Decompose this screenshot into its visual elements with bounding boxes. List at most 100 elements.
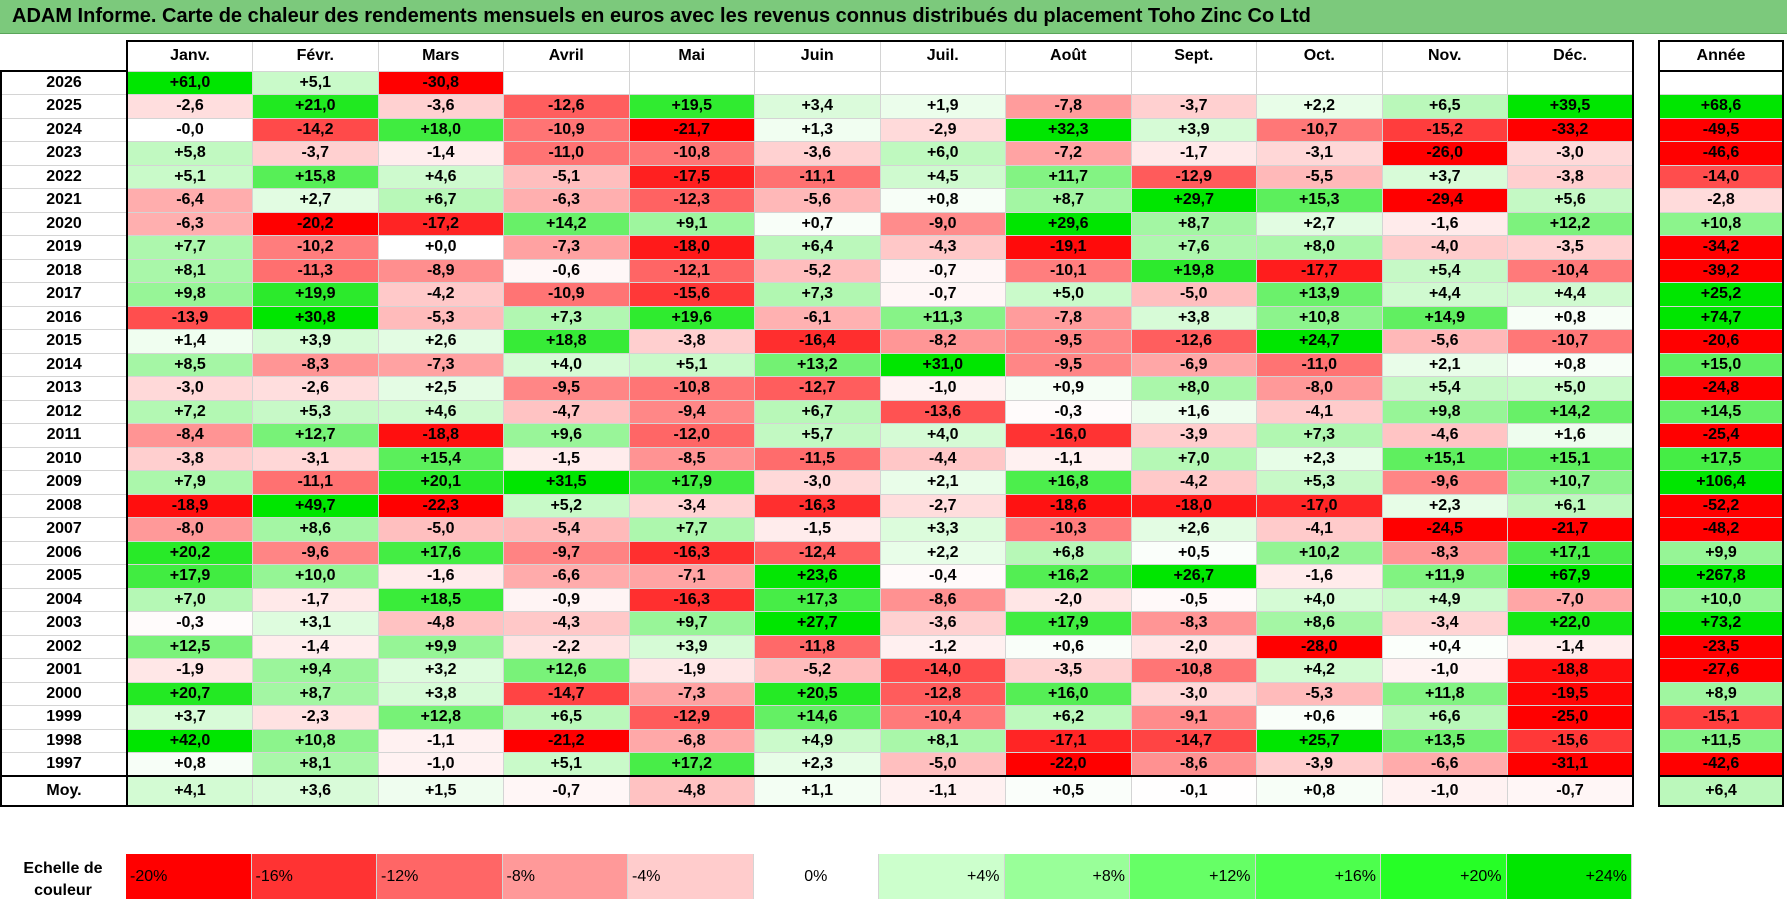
heatmap-cell: -4,3 [503,611,630,636]
annual-cell: +8,9 [1658,681,1784,706]
table-row: 2015 +1,4 +3,9 +2,6 +18,8 -3,8 -16,4 -8,2 -9,5 -1… [0,329,1634,354]
heatmap-cell: -4,2 [377,282,504,307]
annual-row: -2,8 [1658,188,1784,213]
heatmap-cell: -16,4 [754,329,881,354]
annual-cell: +73,2 [1658,611,1784,636]
heatmap-cell: -11,0 [503,141,630,166]
heatmap-cell: -5,6 [754,188,881,213]
heatmap-cell: -7,8 [1005,94,1132,119]
heatmap-cell: -5,0 [1130,282,1257,307]
heatmap-cell: -1,9 [126,658,253,683]
heatmap-cell: +16,2 [1005,564,1132,589]
heatmap-cell: +13,2 [754,352,881,377]
heatmap-cell: +7,0 [126,587,253,612]
color-scale-swatch: +12% [1130,854,1256,899]
heatmap-cell: -3,8 [126,446,253,471]
heatmap-cell: -0,7 [879,282,1006,307]
table-row: 2010 -3,8 -3,1 +15,4 -1,5 -8,5 -11,5 -4,4 -1,1 +7… [0,446,1634,471]
annual-row: -20,6 [1658,329,1784,354]
heatmap-cell: +7,2 [126,399,253,424]
heatmap-cell: +5,8 [126,141,253,166]
heatmap-cell: +0,5 [1130,540,1257,565]
heatmap-cell: +15,1 [1507,446,1634,471]
month-header: Sept. [1130,40,1257,72]
annual-heatmap-table: Année +68,6 -49,5 -46,6 -14,0 -2,8 +10,8 -34,2-… [1658,40,1784,807]
heatmap-cell: -8,0 [126,517,253,542]
heatmap-cell: -0,3 [126,611,253,636]
color-scale: -20% -16% -12% -8% -4% 0% +4% +8% +12% +16% +20% +2… [126,854,1632,899]
year-label: 2026 [0,70,128,95]
heatmap-cell: +11,7 [1005,164,1132,189]
heatmap-cell [503,70,630,95]
heatmap-cell: +5,2 [503,493,630,518]
heatmap-cell [1005,70,1132,95]
heatmap-cell: +3,7 [1381,164,1508,189]
annual-cell: -48,2 [1658,517,1784,542]
heatmap-cell: -6,9 [1130,352,1257,377]
table-row: 2000 +20,7 +8,7 +3,8 -14,7 -7,3 +20,5 -12,8 +16,… [0,681,1634,706]
annual-cell: -46,6 [1658,141,1784,166]
year-label: 2016 [0,305,128,330]
heatmap-cell: -10,9 [503,117,630,142]
annual-cell: +11,5 [1658,728,1784,753]
table-row: 2002 +12,5 -1,4 +9,9 -2,2 +3,9 -11,8 -1,2 +0,6 -2… [0,634,1634,659]
color-scale-swatch: +8% [1004,854,1130,899]
heatmap-cell: -3,1 [252,446,379,471]
average-cell: +1,1 [754,775,881,807]
heatmap-cell: -10,2 [252,235,379,260]
table-row: 1999 +3,7 -2,3 +12,8 +6,5 -12,9 +14,6 -10,4 +6,2… [0,705,1634,730]
heatmap-cell: -1,1 [1005,446,1132,471]
heatmap-cell: -15,6 [628,282,755,307]
heatmap-cell: -1,6 [377,564,504,589]
heatmap-cell: +3,7 [126,705,253,730]
heatmap-cell: +17,6 [377,540,504,565]
year-label: 1999 [0,705,128,730]
heatmap-cell: -3,5 [1005,658,1132,683]
heatmap-cell: -11,3 [252,258,379,283]
heatmap-cell: -7,3 [628,681,755,706]
heatmap-cell: -11,8 [754,634,881,659]
heatmap-cell: +19,8 [1130,258,1257,283]
heatmap-cell: -31,1 [1507,752,1634,777]
year-header: Année [1658,40,1784,72]
heatmap-cell: +17,9 [1005,611,1132,636]
annual-row: -25,4 [1658,423,1784,448]
heatmap-cell: -3,1 [1256,141,1383,166]
heatmap-cell: +5,1 [503,752,630,777]
annual-cell [1658,70,1784,95]
heatmap-cell: -2,2 [503,634,630,659]
heatmap-cell: -1,2 [879,634,1006,659]
annual-row: -48,2 [1658,517,1784,542]
heatmap-cell: -2,6 [126,94,253,119]
heatmap-cell: +8,6 [1256,611,1383,636]
heatmap-cell: -13,6 [879,399,1006,424]
heatmap-cell: +8,7 [1005,188,1132,213]
year-label: 2010 [0,446,128,471]
annual-row: +68,6 [1658,94,1784,119]
heatmap-cell: -3,4 [1381,611,1508,636]
heatmap-cell: +5,1 [628,352,755,377]
heatmap-cell: -21,7 [628,117,755,142]
annual-cell: +15,0 [1658,352,1784,377]
heatmap-cell: +4,9 [754,728,881,753]
header-corner [0,40,128,72]
year-label: 2005 [0,564,128,589]
color-scale-swatch: -12% [377,854,503,899]
heatmap-cell: +5,4 [1381,376,1508,401]
annual-cell: +74,7 [1658,305,1784,330]
heatmap-cell: -13,9 [126,305,253,330]
heatmap-cell: -0,7 [879,258,1006,283]
year-label: 2011 [0,423,128,448]
heatmap-cell: -16,3 [628,540,755,565]
heatmap-cell: -8,4 [126,423,253,448]
month-header: Août [1005,40,1132,72]
heatmap-cell: +11,9 [1381,564,1508,589]
year-label: 2013 [0,376,128,401]
table-row: 2013 -3,0 -2,6 +2,5 -9,5 -10,8 -12,7 -1,0 +0,9 +8… [0,376,1634,401]
heatmap-cell: -9,6 [1381,470,1508,495]
heatmap-cell: +4,0 [1256,587,1383,612]
heatmap-cell: +9,8 [126,282,253,307]
table-row: 2009 +7,9 -11,1 +20,1 +31,5 +17,9 -3,0 +2,1 +16,… [0,470,1634,495]
heatmap-cell: +17,2 [628,752,755,777]
heatmap-cell: +0,8 [1507,305,1634,330]
